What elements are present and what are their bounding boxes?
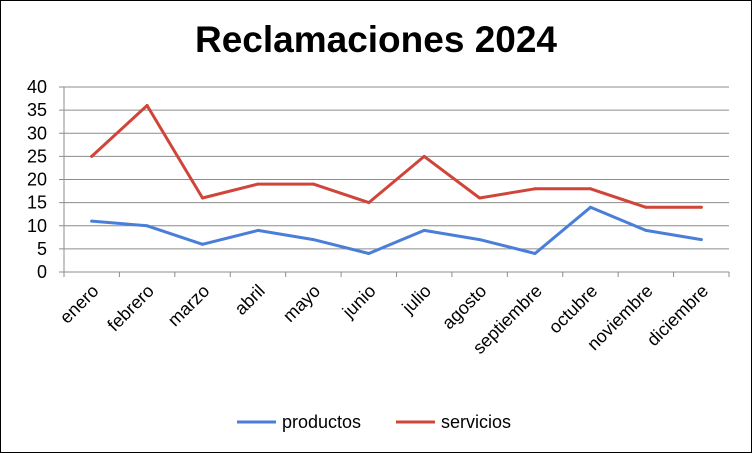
data-point-productos	[478, 238, 482, 242]
x-tick-label: enero	[56, 281, 103, 328]
series-line-productos	[90, 205, 703, 255]
x-tick-label: agosto	[438, 281, 490, 333]
y-tick-label: 25	[27, 146, 47, 166]
data-point-productos	[533, 252, 537, 255]
data-point-productos	[145, 224, 149, 228]
data-point-servicios	[256, 182, 260, 186]
y-tick-label: 5	[37, 239, 47, 259]
data-point-productos	[256, 228, 260, 232]
data-point-servicios	[145, 104, 149, 107]
data-point-servicios	[644, 205, 648, 209]
x-axis-tick-labels: enero febrero marzo abril mayo junio julio agos…	[56, 281, 712, 358]
data-point-servicios	[533, 187, 537, 191]
data-point-servicios	[90, 154, 94, 158]
x-tick-label: febrero	[103, 281, 157, 335]
x-tick-label: marzo	[164, 281, 214, 331]
y-tick-label: 30	[27, 123, 47, 143]
data-point-productos	[311, 238, 315, 242]
y-tick-label: 20	[27, 170, 47, 190]
data-point-productos	[90, 219, 94, 223]
data-point-productos	[367, 252, 371, 255]
y-tick-label: 35	[27, 100, 47, 120]
chart-title: Reclamaciones 2024	[195, 19, 557, 60]
gridlines	[64, 86, 729, 250]
x-tick-label: junio	[338, 281, 380, 323]
series-lines	[90, 104, 703, 255]
data-point-servicios	[201, 196, 205, 200]
data-point-productos	[422, 228, 426, 232]
legend-label-servicios: servicios	[441, 412, 511, 432]
data-point-servicios	[699, 205, 703, 209]
data-point-productos	[699, 238, 703, 242]
legend: productos servicios	[237, 412, 511, 432]
x-tick-label: octubre	[545, 281, 602, 338]
data-point-servicios	[588, 187, 592, 191]
y-tick-label: 0	[37, 262, 47, 282]
data-point-servicios	[422, 154, 426, 158]
y-tick-label: 10	[27, 216, 47, 236]
x-tick-label: mayo	[279, 281, 324, 326]
data-point-servicios	[367, 201, 371, 205]
y-tick-label: 15	[27, 193, 47, 213]
data-point-productos	[201, 242, 205, 246]
x-tick-label: julio	[398, 281, 435, 318]
data-point-servicios	[478, 196, 482, 200]
data-point-productos	[644, 228, 648, 232]
axes	[59, 86, 730, 277]
data-point-productos	[588, 205, 592, 209]
y-tick-label: 40	[27, 77, 47, 97]
series-line-servicios	[90, 104, 703, 209]
data-point-servicios	[311, 182, 315, 186]
x-tick-label: abril	[231, 281, 269, 319]
x-tick-label: diciembre	[643, 281, 712, 350]
legend-label-productos: productos	[282, 412, 361, 432]
y-axis-tick-labels: 0 5 10 15 20 25 30 35 40	[27, 77, 47, 282]
